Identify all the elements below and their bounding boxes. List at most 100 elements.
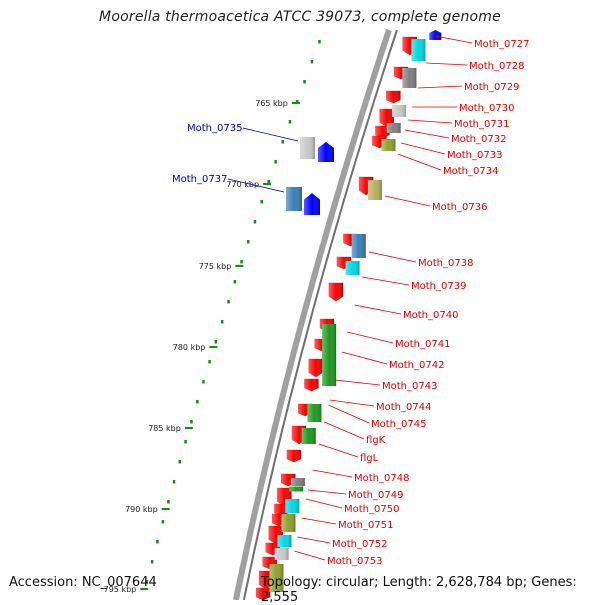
gene-box-shade <box>289 486 304 492</box>
gene-box-shade <box>402 68 417 88</box>
scale-dot <box>208 360 211 364</box>
scale-dot <box>202 380 205 384</box>
scale-dot <box>281 140 284 144</box>
gene-features <box>255 30 442 600</box>
leader-line-left <box>227 178 285 193</box>
gene-arrow-0737-shade <box>304 193 320 215</box>
scale-dot <box>156 540 159 544</box>
scale-dot <box>150 560 154 564</box>
scale-dot <box>161 520 165 524</box>
gene-arrow-red-shade <box>274 504 289 516</box>
scale-label: 795 kbp <box>104 585 137 594</box>
scale-dot <box>240 260 243 264</box>
gene-label-left: Moth_0735 <box>187 123 242 134</box>
gene-box-0737-shade <box>286 187 302 211</box>
gene-label: Moth_0734 <box>443 166 498 177</box>
scale-dot <box>196 400 199 404</box>
scale-dot <box>172 480 176 484</box>
scale-dot <box>233 280 237 284</box>
leader-line <box>397 153 442 171</box>
gene-label: Moth_0753 <box>327 556 382 567</box>
backbone-line <box>232 29 392 600</box>
scale-dot <box>310 60 314 64</box>
gene-label: Moth_0731 <box>454 119 509 130</box>
scale-dot <box>178 460 181 464</box>
gene-label: flgL <box>360 453 379 464</box>
gene-arrow-red-shade <box>328 283 343 301</box>
gene-box-shade <box>269 564 284 592</box>
gene-label: Moth_0740 <box>403 310 458 321</box>
scale-label: 790 kbp <box>125 505 158 514</box>
gene-arrow-red-shade <box>304 379 319 391</box>
leader-line <box>405 129 450 139</box>
accession-text: Accession: NC_007644 <box>9 575 157 590</box>
leader-line-left <box>242 127 299 142</box>
gene-label: Moth_0730 <box>459 103 514 114</box>
leader-line <box>368 251 417 263</box>
leader-line <box>324 421 365 440</box>
gene-box-shade <box>281 514 296 532</box>
scale-dot <box>288 120 292 124</box>
gene-label: Moth_0736 <box>432 202 487 213</box>
genome-backbone <box>232 29 398 600</box>
gene-label: Moth_0729 <box>464 82 519 93</box>
leader-line <box>329 399 375 407</box>
gene-arrow-blue-shade <box>429 30 442 40</box>
gene-arrow-red-shade <box>256 588 271 600</box>
gene-box-shade <box>285 499 300 513</box>
gene-label: Moth_0749 <box>348 490 403 501</box>
gene-label: Moth_0732 <box>451 134 506 145</box>
gene-label: Moth_0742 <box>389 360 444 371</box>
gene-box-shade <box>351 234 366 258</box>
gene-box-shade <box>274 548 289 560</box>
scale-dot <box>274 160 277 164</box>
leader-line <box>294 550 326 561</box>
map-title: Moorella thermoacetica ATCC 39073, compl… <box>99 9 501 25</box>
gene-labels: Moth_0727 Moth_0728 Moth_0729 Moth_0730 Moth… <box>172 39 529 567</box>
scale-dot <box>220 320 224 324</box>
gene-label: Moth_0750 <box>344 504 399 515</box>
leader-line <box>305 498 343 509</box>
gene-label: flgK <box>366 435 386 446</box>
gene-label: Moth_0741 <box>395 339 450 350</box>
gene-label: Moth_0752 <box>332 539 387 550</box>
gene-arrow-red-shade <box>379 109 394 127</box>
gene-label: Moth_0744 <box>376 402 431 413</box>
leader-line <box>347 331 394 344</box>
leader-line <box>318 443 359 458</box>
gene-box-shade <box>367 180 382 200</box>
scale-dot <box>145 580 149 584</box>
scale-dot <box>318 40 321 44</box>
gene-label: Moth_0728 <box>469 61 524 72</box>
gene-arrow-red-shade <box>286 450 301 462</box>
gene-label: Moth_0748 <box>354 473 409 484</box>
gene-box-shade <box>277 535 292 547</box>
leader-line <box>426 62 468 66</box>
gene-box-shade <box>391 105 406 117</box>
leader-line <box>297 536 331 544</box>
gene-arrow-red-shade <box>375 126 390 138</box>
scale-dot <box>190 420 193 424</box>
gene-box-shade <box>307 404 322 422</box>
scale-dot <box>260 200 263 204</box>
gene-label-left: Moth_0737 <box>172 174 227 185</box>
scale-label: 780 kbp <box>173 343 206 352</box>
label-leaders <box>227 35 473 561</box>
leader-line <box>385 195 431 207</box>
gene-arrow-0735-shade <box>318 142 334 162</box>
scale-dot <box>214 340 218 344</box>
scale-dot <box>253 220 257 224</box>
scale-label: 775 kbp <box>199 262 232 271</box>
gene-box-shade <box>322 324 337 386</box>
gene-box-0735-shade <box>300 137 315 159</box>
scale-dot <box>167 500 170 504</box>
topology-text: Topology: circular; Length: 2,628,784 bp… <box>261 575 577 605</box>
scale-dot <box>184 440 187 444</box>
gene-box-shade <box>386 123 401 133</box>
gene-arrow-red-shade <box>308 359 323 377</box>
leader-line <box>361 276 410 286</box>
leader-line <box>400 142 446 155</box>
leader-line <box>408 119 453 124</box>
scale-dot <box>247 240 250 244</box>
